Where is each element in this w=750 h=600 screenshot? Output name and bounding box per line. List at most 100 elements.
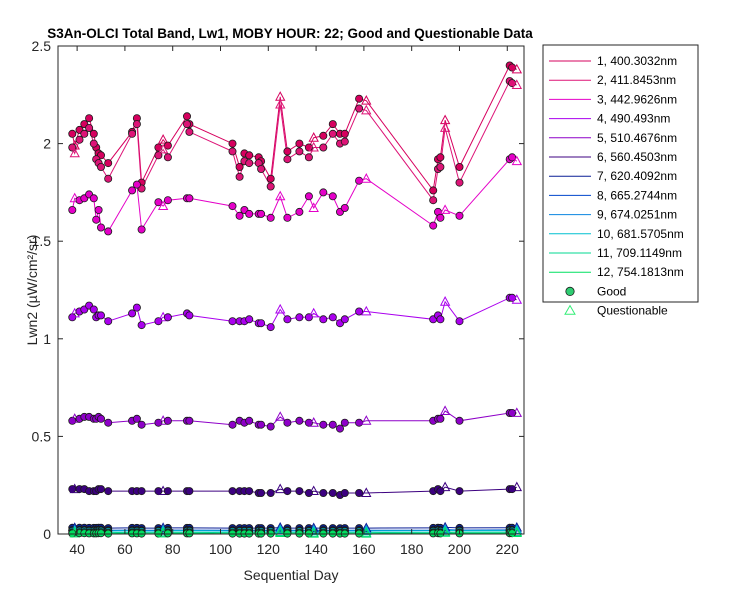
legend-questionable-marker (564, 304, 576, 315)
good-point (245, 159, 254, 168)
good-point (104, 317, 113, 326)
questionable-point (361, 104, 372, 115)
questionable-point (275, 521, 286, 532)
questionable-point (308, 141, 319, 152)
good-point (455, 211, 464, 220)
good-point (257, 488, 266, 497)
good-point (257, 164, 266, 173)
legend-label-1: 1, 400.3032nm (597, 54, 677, 68)
questionable-point (308, 417, 319, 427)
good-point (104, 418, 113, 427)
x-tick-label: 100 (209, 541, 233, 557)
x-tick-label: 80 (165, 541, 181, 557)
good-point (283, 418, 292, 427)
questionable-point (439, 296, 451, 306)
good-point (245, 315, 254, 324)
good-point (85, 124, 94, 133)
questionable-point (511, 79, 523, 89)
legend-label-6: 6, 560.4503nm (597, 150, 677, 164)
questionable-point (361, 522, 372, 533)
questionable-point (275, 483, 286, 494)
questionable-point (439, 122, 451, 132)
good-point (429, 221, 438, 230)
questionable-point (69, 147, 80, 158)
y-tick-label: 0 (43, 526, 51, 542)
legend-good-label: Good (597, 284, 626, 298)
good-point (355, 488, 364, 497)
good-point (355, 176, 364, 185)
good-point (163, 487, 172, 496)
good-point (436, 315, 445, 324)
questionable-point (275, 190, 286, 201)
good-point (283, 213, 292, 222)
good-point (355, 94, 364, 103)
good-point (319, 131, 328, 140)
good-point (137, 487, 146, 496)
good-point (455, 487, 464, 496)
good-point (132, 120, 141, 129)
good-point (340, 129, 349, 138)
good-point (319, 188, 328, 197)
good-point (185, 194, 194, 203)
good-point (75, 135, 84, 144)
good-point (340, 137, 349, 146)
good-point (97, 162, 106, 171)
questionable-point (157, 200, 169, 210)
good-point (154, 151, 163, 160)
good-point (295, 139, 304, 148)
good-point (185, 487, 194, 496)
x-tick-label: 160 (352, 541, 376, 557)
good-point (266, 174, 275, 183)
questionable-point (361, 415, 372, 425)
good-point (97, 529, 106, 538)
questionable-point (511, 294, 523, 304)
series-line-3 (71, 156, 518, 233)
questionable-point (511, 63, 523, 74)
questionable-point (361, 95, 372, 105)
legend-label-10: 10, 681.5705nm (597, 227, 684, 241)
good-point (283, 315, 292, 324)
good-point (508, 153, 517, 162)
x-tick-label: 140 (304, 541, 328, 557)
questionable-point (275, 98, 286, 109)
good-point (295, 313, 304, 322)
good-point (319, 488, 328, 497)
questionable-point (157, 143, 169, 154)
good-point (266, 213, 275, 222)
good-point (163, 196, 172, 205)
questionable-point (275, 411, 286, 421)
good-point (228, 202, 237, 211)
questionable-point (511, 527, 523, 537)
good-point (455, 317, 464, 326)
good-point (245, 151, 254, 160)
good-point (328, 488, 337, 497)
questionable-point (308, 202, 319, 212)
good-point (455, 162, 464, 171)
good-point (228, 139, 237, 148)
good-point (328, 313, 337, 322)
good-point (228, 317, 237, 326)
good-point (185, 311, 194, 320)
good-point (283, 155, 292, 164)
good-point (104, 487, 113, 496)
good-point (245, 487, 254, 496)
x-tick-label: 120 (257, 541, 281, 557)
good-point (89, 194, 98, 203)
good-point (340, 488, 349, 497)
legend: 1, 400.3032nm 2, 411.8453nm 3, 442.9626nm 4… (542, 44, 699, 318)
legend-box (542, 44, 699, 303)
good-point (436, 213, 445, 222)
y-axis-label: Lwn2 (µW/cm²/sr) (24, 235, 40, 346)
legend-label-7: 7, 620.4092nm (597, 169, 677, 183)
good-point (228, 487, 237, 496)
good-point (304, 192, 313, 201)
good-point (104, 227, 113, 236)
good-point (295, 487, 304, 496)
legend-questionable-label: Questionable (597, 304, 668, 318)
good-point (455, 416, 464, 425)
x-tick-label: 40 (69, 541, 85, 557)
good-point (355, 307, 364, 316)
good-point (266, 488, 275, 497)
x-tick-label: 200 (448, 541, 472, 557)
